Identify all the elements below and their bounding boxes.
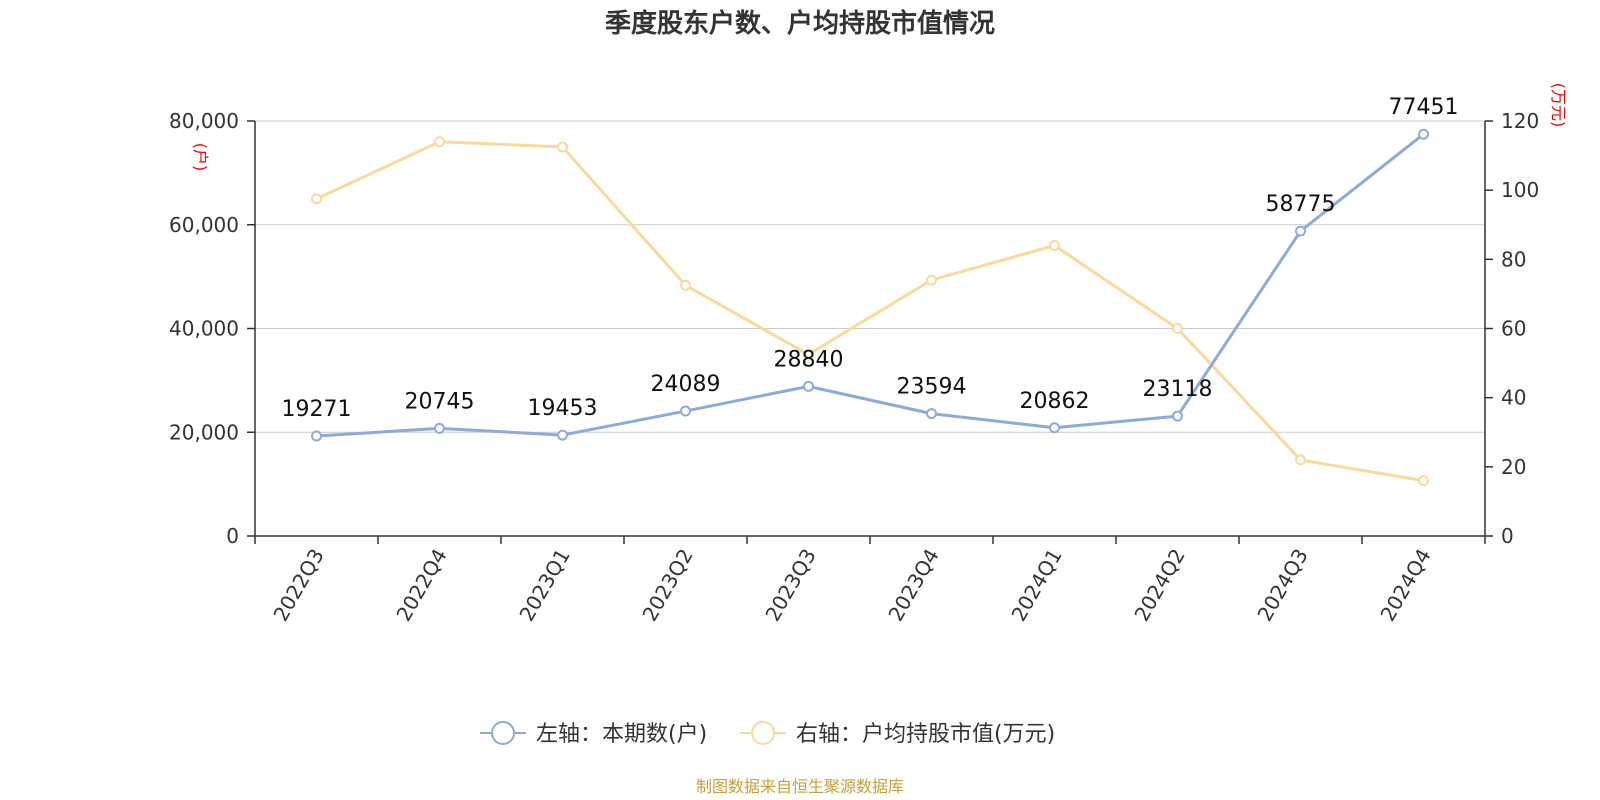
right-series-point xyxy=(1172,323,1183,334)
right-axis-tick-label: 40 xyxy=(1501,386,1526,410)
left-series-point xyxy=(1418,128,1429,140)
right-axis-tick-label: 80 xyxy=(1501,247,1526,271)
data-label: 58775 xyxy=(1266,192,1336,217)
data-label: 23594 xyxy=(897,375,967,400)
left-series-point xyxy=(926,408,937,420)
left-axis-tick-label: 40,000 xyxy=(169,317,239,341)
legend-label: 左轴：本期数(户) xyxy=(536,722,707,747)
gridlines xyxy=(255,120,1485,433)
x-axis-tick-label: 2024Q2 xyxy=(1129,545,1189,626)
data-label: 20745 xyxy=(405,389,475,414)
right-series-point xyxy=(311,193,322,205)
right-axis-tick-label: 120 xyxy=(1501,109,1539,133)
left-series-point xyxy=(1295,225,1306,237)
axes: 0 20,000 40,000 60,000 80,000 0 20 40 60 80 100 120… xyxy=(169,83,1568,625)
left-series-point xyxy=(434,422,445,434)
right-series-point xyxy=(434,136,445,148)
data-label: 19453 xyxy=(528,396,598,421)
data-label: 20862 xyxy=(1020,389,1090,414)
x-axis-tick-label: 2023Q4 xyxy=(883,545,943,626)
data-label: 77451 xyxy=(1389,95,1459,120)
left-series-point xyxy=(1172,410,1183,422)
legend-item[interactable]: 左轴：本期数(户) xyxy=(480,721,707,747)
right-series-line xyxy=(315,140,1424,483)
x-axis-tick-label: 2023Q1 xyxy=(514,545,574,626)
left-axis-tick-label: 20,000 xyxy=(169,420,239,444)
x-axis-tick-label: 2023Q3 xyxy=(760,545,820,626)
right-axis-tick-label: 0 xyxy=(1501,524,1514,548)
left-series-point xyxy=(803,380,814,392)
left-series-point xyxy=(680,405,691,417)
right-series-point xyxy=(803,348,814,360)
right-series-point xyxy=(1418,475,1429,487)
right-axis-tick-label: 60 xyxy=(1501,317,1526,341)
x-axis-tick-label: 2024Q1 xyxy=(1006,545,1066,626)
legend-label: 右轴：户均持股市值(万元) xyxy=(796,722,1055,747)
right-series-point xyxy=(926,274,937,286)
left-axis-unit: (户) xyxy=(191,143,210,172)
legend[interactable]: 左轴：本期数(户) 右轴：户均持股市值(万元) xyxy=(480,721,1055,747)
right-series-point xyxy=(1295,454,1306,466)
right-axis-tick-label: 20 xyxy=(1501,455,1526,479)
x-axis-tick-label: 2024Q3 xyxy=(1252,545,1312,626)
right-series-point xyxy=(1049,240,1060,251)
legend-item[interactable]: 右轴：户均持股市值(万元) xyxy=(740,721,1055,747)
left-series-point xyxy=(1049,422,1060,434)
chart-title: 季度股东户数、户均持股市值情况 xyxy=(605,8,995,39)
left-axis-tick-label: 60,000 xyxy=(169,213,239,237)
left-axis-tick-label: 80,000 xyxy=(169,109,239,133)
legend-swatch-marker xyxy=(491,721,515,745)
x-axis-tick-label: 2024Q4 xyxy=(1375,545,1435,626)
right-series-point xyxy=(680,279,691,291)
data-label: 28840 xyxy=(774,347,844,372)
data-label: 19271 xyxy=(282,397,352,422)
data-label: 23118 xyxy=(1143,377,1213,402)
x-axis-tick-label: 2022Q4 xyxy=(391,545,451,626)
left-axis-tick-label: 0 xyxy=(226,524,239,548)
right-axis-unit: (万元) xyxy=(1549,83,1568,128)
data-labels: 19271 20745 19453 24089 28840 23594 20862 23118… xyxy=(282,95,1459,422)
left-series-point xyxy=(311,430,322,442)
right-series-point xyxy=(557,141,568,153)
x-axis-tick-label: 2022Q3 xyxy=(268,545,328,626)
left-series-point xyxy=(557,429,568,441)
right-axis-tick-label: 100 xyxy=(1501,178,1539,202)
series-layer xyxy=(311,128,1429,487)
data-label: 24089 xyxy=(651,372,721,397)
source-note: 制图数据来自恒生聚源数据库 xyxy=(696,777,904,796)
legend-swatch-marker xyxy=(751,721,775,745)
x-axis-tick-label: 2023Q2 xyxy=(637,545,697,626)
left-series-line xyxy=(316,133,1425,438)
